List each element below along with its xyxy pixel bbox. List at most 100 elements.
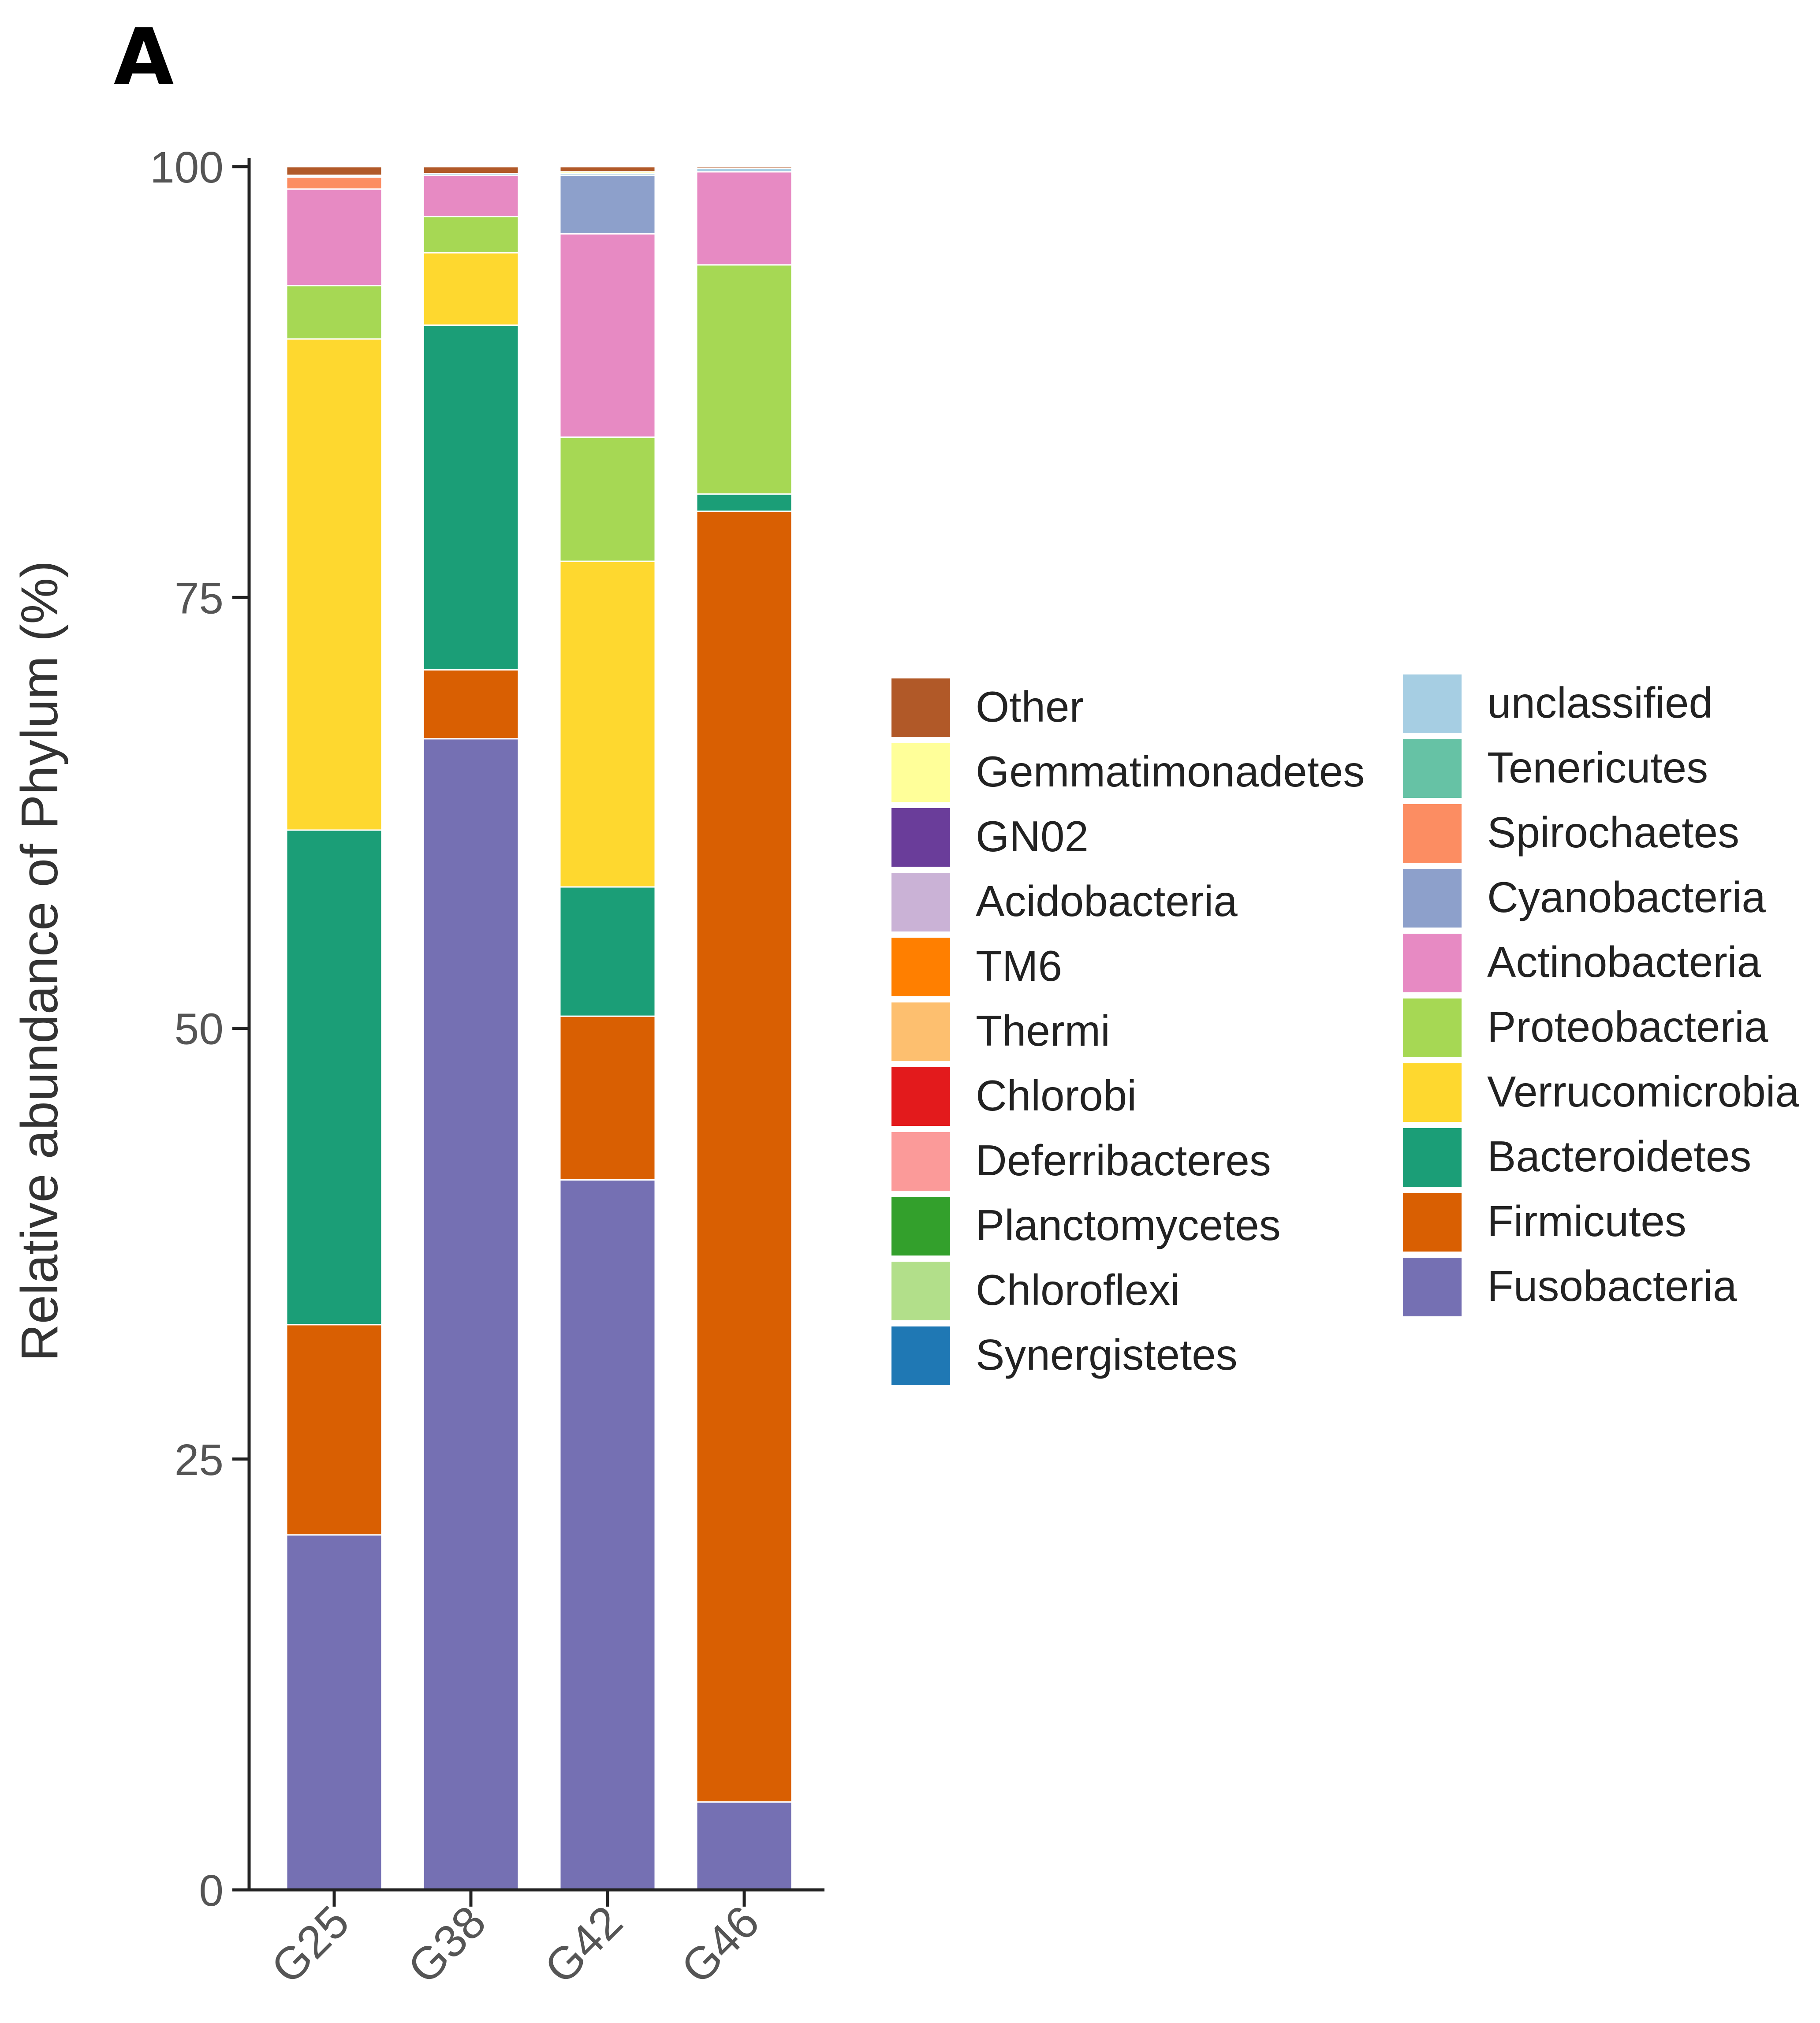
bar-segment-g46-proteobacteria (696, 264, 793, 495)
legend-swatch-tenericutes (1403, 739, 1462, 798)
legend-item-gn02: GN02 (891, 808, 1089, 867)
legend-label-tm6: TM6 (976, 942, 1062, 990)
legend-label-thermi: Thermi (976, 1006, 1110, 1055)
legend-item-proteobacteria: Proteobacteria (1403, 998, 1768, 1057)
legend-swatch-fusobacteria (1403, 1258, 1462, 1316)
y-tick-label-100: 100 (150, 143, 224, 192)
bars-layer (286, 166, 793, 1891)
legend-label-fusobacteria: Fusobacteria (1487, 1262, 1737, 1310)
bar-segment-g42-cyanobacteria (559, 175, 656, 235)
legend-item-verrucomicrobia: Verrucomicrobia (1403, 1063, 1800, 1122)
legend-label-chlorobi: Chlorobi (976, 1071, 1137, 1120)
legend-item-bacteroidetes: Bacteroidetes (1403, 1128, 1751, 1187)
bar-segment-g38-other (422, 166, 519, 175)
bar-segment-g38-bacteroidetes (422, 324, 519, 671)
y-tick-label-75: 75 (175, 574, 224, 623)
legend: Other Gemmatimonadetes GN02 Acidobacteria TM… (891, 674, 1800, 1385)
legend-label-bacteroidetes: Bacteroidetes (1487, 1132, 1751, 1181)
legend-swatch-verrucomicrobia (1403, 1063, 1462, 1122)
legend-label-spirochaetes: Spirochaetes (1487, 808, 1739, 857)
bar-segment-g25-other (286, 166, 383, 176)
bar-segment-g42-firmicutes (559, 1015, 656, 1181)
legend-swatch-bacteroidetes (1403, 1128, 1462, 1187)
axes-layer: 0 25 50 75 100 G25 G38 G42 G46 Relative abundance… (11, 143, 824, 1993)
legend-swatch-tm6 (891, 938, 950, 996)
legend-swatch-firmicutes (1403, 1193, 1462, 1252)
bar-segment-g38-verrucomicrobia (422, 252, 519, 326)
legend-item-chloroflexi: Chloroflexi (891, 1262, 1180, 1320)
legend-label-firmicutes: Firmicutes (1487, 1197, 1686, 1245)
stacked-bar-chart: 0 25 50 75 100 G25 G38 G42 G46 Relative abundance… (11, 143, 824, 1993)
legend-swatch-gn02 (891, 808, 950, 867)
bar-segment-g46-other (696, 166, 793, 169)
bar-segment-g42-verrucomicrobia (559, 560, 656, 888)
legend-item-other: Other (891, 678, 1084, 737)
legend-swatch-acidobacteria (891, 873, 950, 931)
legend-swatch-actinobacteria (1403, 934, 1462, 992)
legend-item-gemmatimonadetes: Gemmatimonadetes (891, 743, 1365, 802)
bar-segment-g25-actinobacteria (286, 188, 383, 287)
bar-segment-g38-actinobacteria (422, 175, 519, 217)
legend-swatch-chlorobi (891, 1067, 950, 1126)
legend-item-acidobacteria: Acidobacteria (891, 873, 1238, 931)
legend-label-tenericutes: Tenericutes (1487, 743, 1708, 792)
bar-segment-g42-proteobacteria (559, 436, 656, 562)
legend-item-firmicutes: Firmicutes (1403, 1193, 1686, 1252)
bar-segment-g46-actinobacteria (696, 171, 793, 266)
legend-item-synergistetes: Synergistetes (891, 1326, 1238, 1385)
legend-item-tm6: TM6 (891, 938, 1062, 996)
bar-segment-g42-bacteroidetes (559, 886, 656, 1017)
x-category-label-g42: G42 (535, 1896, 632, 1993)
y-tick-label-0: 0 (199, 1866, 224, 1915)
y-tick-label-50: 50 (175, 1005, 224, 1054)
panel-label: A (114, 12, 174, 102)
legend-swatch-deferribacteres (891, 1132, 950, 1191)
legend-item-chlorobi: Chlorobi (891, 1067, 1137, 1126)
bar-segment-g46-bacteroidetes (696, 493, 793, 512)
legend-swatch-gemmatimonadetes (891, 743, 950, 802)
legend-label-acidobacteria: Acidobacteria (976, 877, 1238, 925)
legend-swatch-thermi (891, 1002, 950, 1061)
legend-label-synergistetes: Synergistetes (976, 1330, 1238, 1379)
legend-item-thermi: Thermi (891, 1002, 1110, 1061)
x-category-label-g38: G38 (398, 1896, 496, 1993)
legend-item-planctomycetes: Planctomycetes (891, 1197, 1281, 1256)
legend-swatch-synergistetes (891, 1326, 950, 1385)
legend-label-planctomycetes: Planctomycetes (976, 1201, 1281, 1249)
bar-segment-g38-fusobacteria (422, 738, 519, 1891)
legend-label-deferribacteres: Deferribacteres (976, 1136, 1271, 1185)
legend-label-gn02: GN02 (976, 812, 1089, 861)
bar-segment-g46-firmicutes (696, 510, 793, 1803)
bar-segment-g25-firmicutes (286, 1324, 383, 1536)
y-axis-title: Relative abundance of Phylum (%) (11, 561, 69, 1362)
legend-item-tenericutes: Tenericutes (1403, 739, 1708, 798)
bar-segment-g42-actinobacteria (559, 233, 656, 438)
legend-swatch-proteobacteria (1403, 998, 1462, 1057)
x-category-label-g46: G46 (671, 1896, 769, 1993)
legend-item-actinobacteria: Actinobacteria (1403, 934, 1761, 992)
bar-segment-g46-fusobacteria (696, 1801, 793, 1891)
x-category-label-g25: G25 (261, 1896, 359, 1993)
bar-segment-g25-verrucomicrobia (286, 338, 383, 831)
legend-label-gemmatimonadetes: Gemmatimonadetes (976, 747, 1365, 796)
legend-swatch-planctomycetes (891, 1197, 950, 1256)
legend-label-unclassified: unclassified (1487, 678, 1713, 727)
legend-swatch-cyanobacteria (1403, 869, 1462, 928)
bar-segment-g25-fusobacteria (286, 1534, 383, 1891)
bar-segment-g38-proteobacteria (422, 216, 519, 253)
legend-swatch-spirochaetes (1403, 804, 1462, 863)
legend-swatch-unclassified (1403, 674, 1462, 733)
legend-label-verrucomicrobia: Verrucomicrobia (1487, 1067, 1800, 1116)
legend-label-cyanobacteria: Cyanobacteria (1487, 873, 1766, 921)
legend-item-spirochaetes: Spirochaetes (1403, 804, 1739, 863)
legend-label-proteobacteria: Proteobacteria (1487, 1002, 1768, 1051)
legend-item-cyanobacteria: Cyanobacteria (1403, 869, 1766, 928)
legend-label-chloroflexi: Chloroflexi (976, 1266, 1180, 1314)
legend-label-actinobacteria: Actinobacteria (1487, 938, 1761, 986)
legend-item-unclassified: unclassified (1403, 674, 1713, 733)
y-tick-label-25: 25 (175, 1435, 224, 1485)
legend-label-other: Other (976, 682, 1084, 731)
legend-swatch-chloroflexi (891, 1262, 950, 1320)
legend-item-deferribacteres: Deferribacteres (891, 1132, 1271, 1191)
